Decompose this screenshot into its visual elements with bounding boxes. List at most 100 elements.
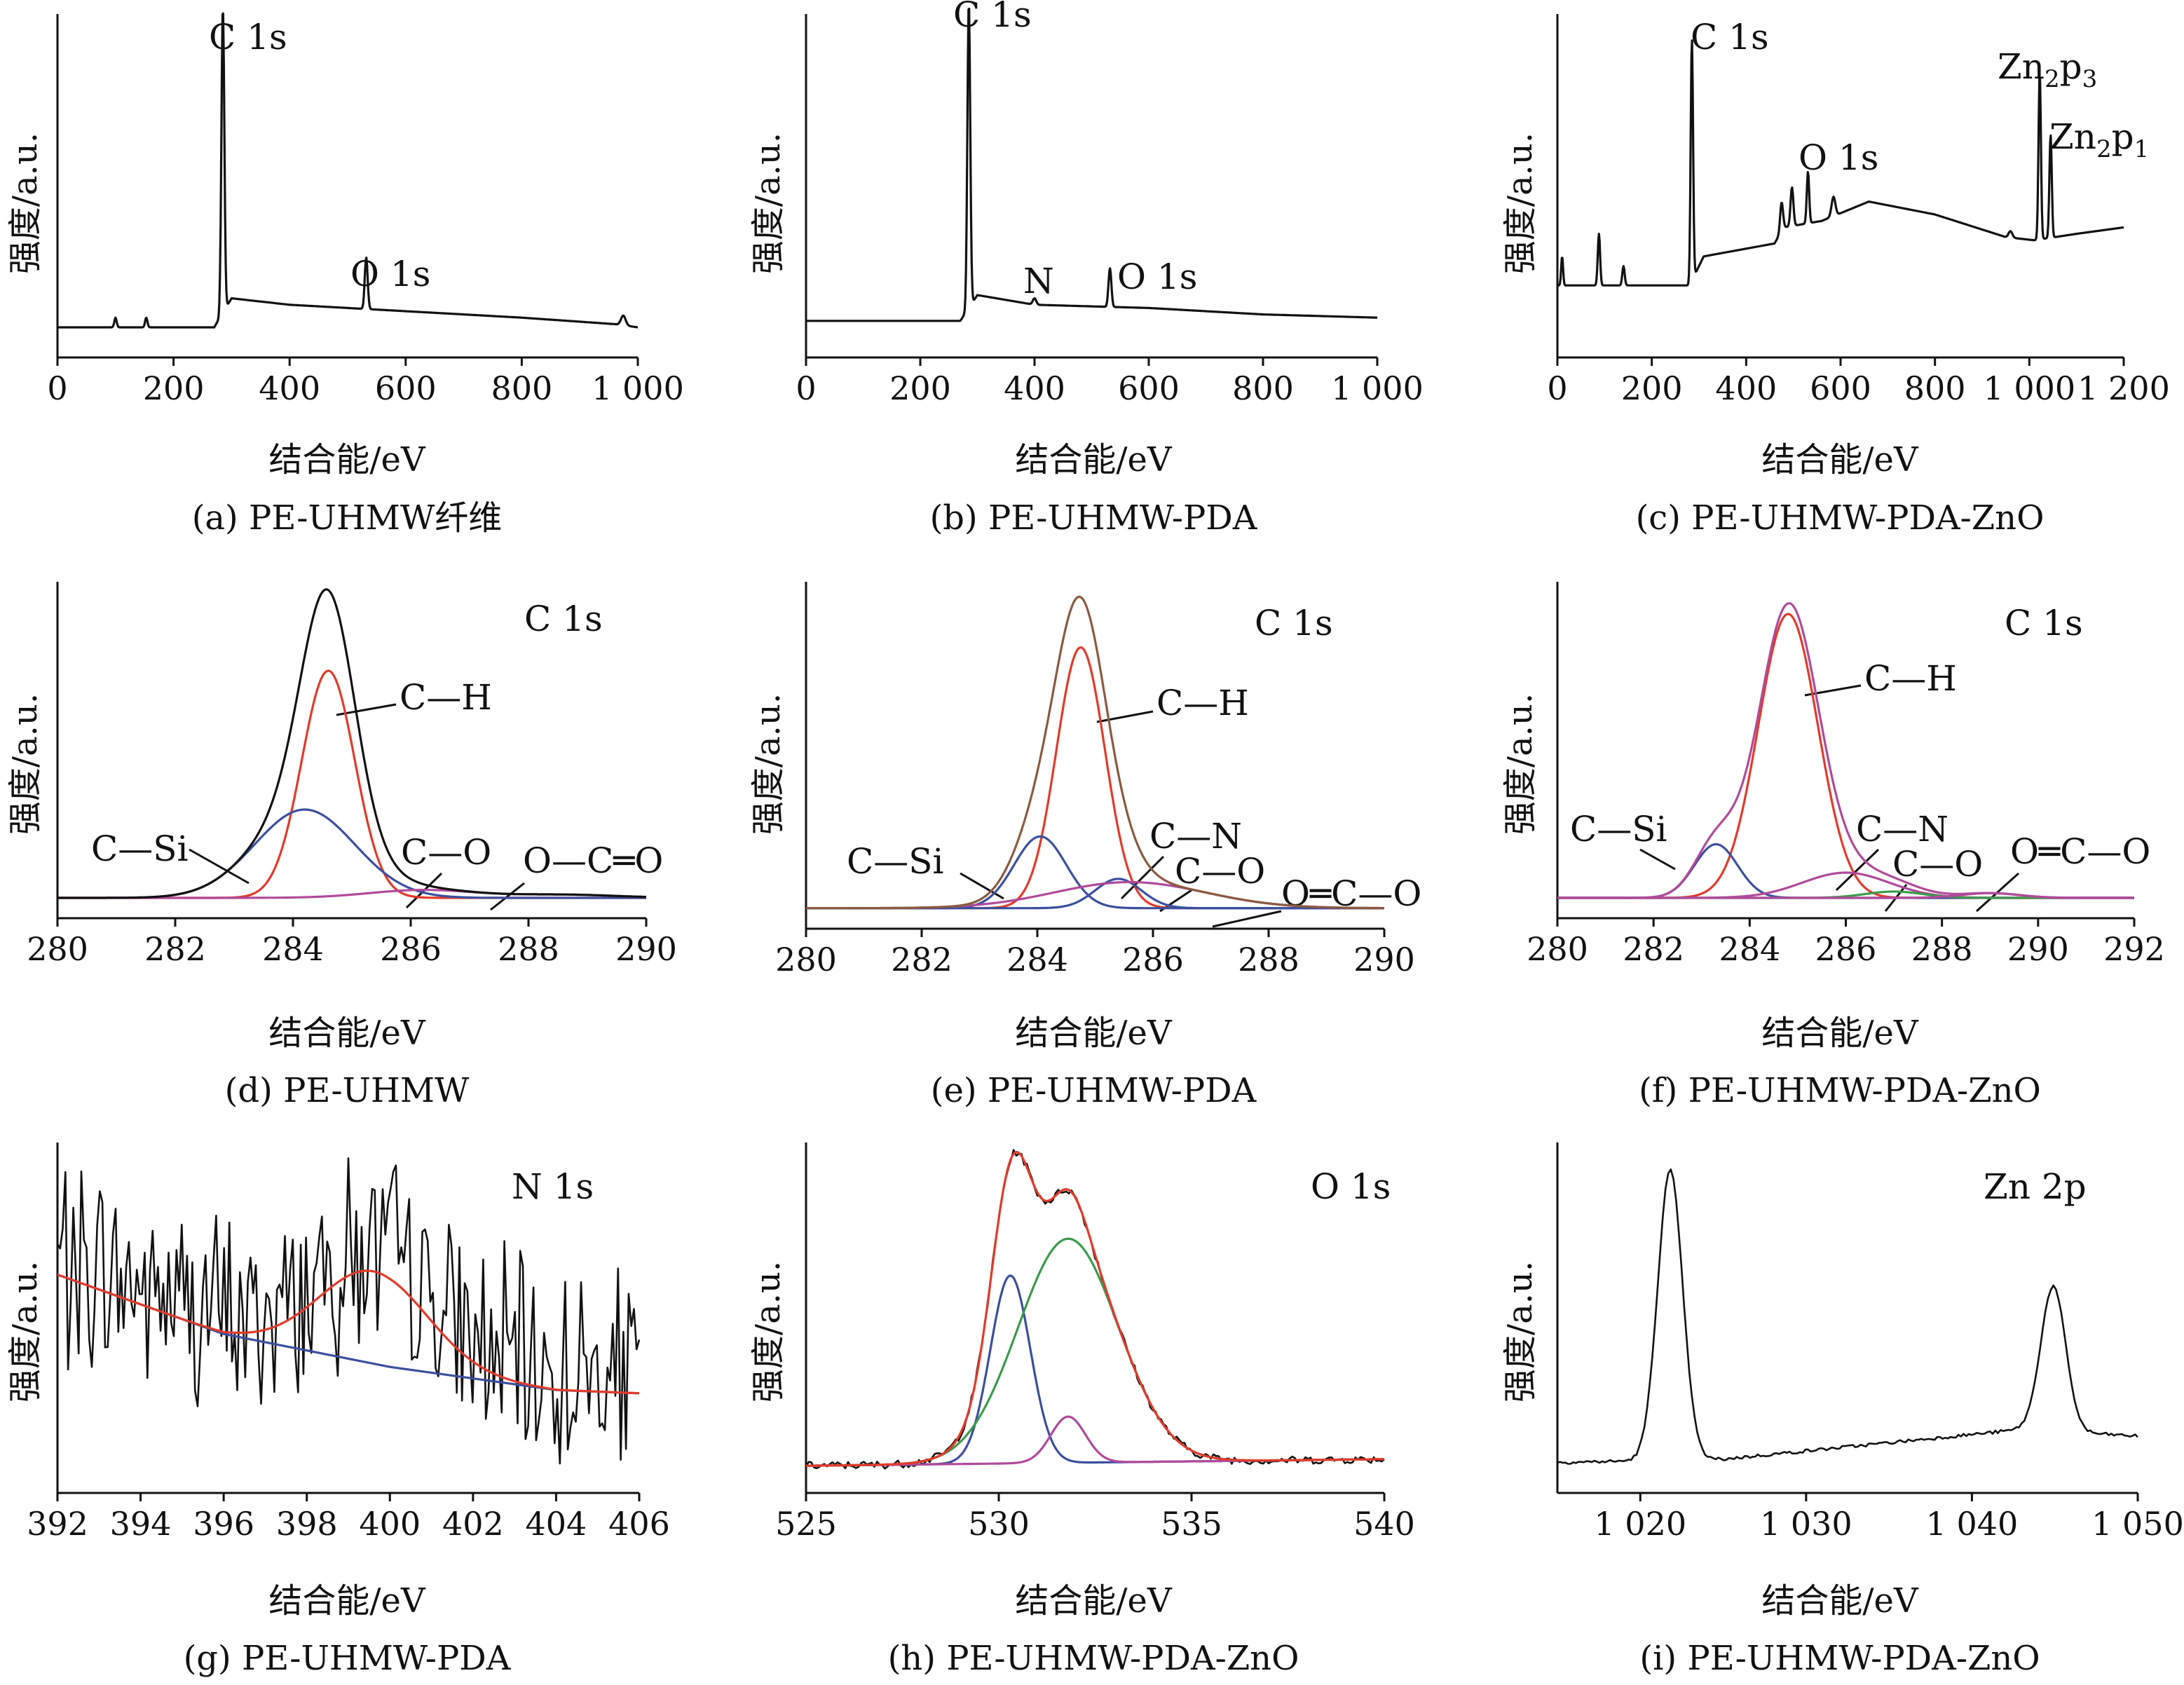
x-tick-label-f: 282 — [1623, 930, 1684, 968]
x-tick-label-d: 282 — [144, 930, 206, 968]
xlabel-g: 结合能/eV — [268, 1581, 426, 1621]
x-tick-label-d: 284 — [262, 930, 324, 968]
ylabel-f: 强度/a.u. — [1501, 693, 1540, 835]
series-f-5 — [1557, 602, 2135, 899]
caption-c: (c) PE-UHMW-PDA-ZnO — [1636, 498, 2045, 538]
annotation-a-c1s: C 1s — [209, 17, 287, 57]
xlabel-b: 结合能/eV — [1015, 440, 1173, 479]
xlabel-a: 结合能/eV — [268, 440, 426, 479]
x-tick-label-a: 400 — [259, 369, 320, 407]
x-tick-label-a: 200 — [143, 369, 205, 407]
panel-e: 强度/a.u. C 1s C—H C—Si C—N C—O O═C—O 结合能/… — [749, 603, 1421, 1110]
annotation-e-cn: C—N — [1149, 816, 1242, 857]
series-g-2 — [57, 1269, 640, 1395]
annotation-e-ch: C—H — [1156, 683, 1249, 723]
x-tick-label-d: 280 — [27, 930, 88, 968]
ylabel-a: 强度/a.u. — [6, 132, 45, 274]
series-g-0 — [56, 1157, 641, 1465]
annotation-h-o1s: O 1s — [1311, 1166, 1391, 1207]
leader-e-csi — [960, 872, 1004, 900]
annotation-e-c1s: C 1s — [1255, 603, 1333, 643]
annotation-c-zn2p1: Zn2p1 — [2049, 116, 2149, 163]
x-tick-label-i: 1 020 — [1594, 1505, 1686, 1543]
ylabel-g: 强度/a.u. — [6, 1261, 45, 1403]
x-tick-label-c: 0 — [1547, 369, 1567, 407]
xlabel-i: 结合能/eV — [1761, 1581, 1919, 1621]
series-f-2 — [1557, 871, 2135, 899]
series-h-1 — [805, 1274, 1385, 1467]
annotation-f-cn: C—N — [1856, 809, 1948, 850]
ylabel-c: 强度/a.u. — [1501, 132, 1540, 274]
annotation-d-c1s: C 1s — [524, 599, 603, 639]
panel-c: 强度/a.u. C 1s O 1s Zn2p3 Zn2p1 结合能/eV (c)… — [1501, 17, 2149, 538]
x-tick-label-b: 800 — [1232, 369, 1294, 407]
x-tick-label-c: 1 200 — [2077, 369, 2170, 407]
leader-e-cn — [1120, 855, 1165, 900]
x-tick-label-c: 400 — [1715, 369, 1777, 407]
x-tick-label-b: 1 000 — [1331, 369, 1424, 407]
plot-e: 280 282 284 286 288 290 — [775, 582, 1415, 978]
x-tick-label-a: 600 — [375, 369, 437, 407]
x-tick-label-d: 286 — [380, 930, 442, 968]
series-e-4 — [805, 595, 1385, 910]
x-tick-label-e: 290 — [1353, 941, 1415, 978]
plot-layer: 0 200 400 600 800 1 000 0 200 400 600 800 1 000 0 200… — [27, 7, 2184, 1543]
caption-g: (g) PE-UHMW-PDA — [184, 1639, 512, 1678]
x-tick-label-h: 540 — [1353, 1505, 1415, 1543]
ylabel-d: 强度/a.u. — [6, 693, 45, 835]
x-tick-label-i: 1 050 — [2091, 1505, 2184, 1543]
series-i-0 — [1557, 1168, 2138, 1465]
x-tick-label-f: 280 — [1527, 930, 1588, 968]
x-tick-label-h: 530 — [968, 1505, 1030, 1543]
caption-b: (b) PE-UHMW-PDA — [930, 498, 1258, 538]
series-h-4 — [805, 1151, 1385, 1467]
ylabel-b: 强度/a.u. — [749, 132, 788, 274]
annotation-c-c1s: C 1s — [1691, 17, 1769, 57]
annotation-b-o1s: O 1s — [1117, 257, 1197, 297]
annotation-c-zn2p3: Zn2p3 — [1998, 46, 2097, 93]
caption-f: (f) PE-UHMW-PDA-ZnO — [1639, 1071, 2041, 1110]
x-tick-label-a: 1 000 — [592, 369, 684, 407]
xlabel-h: 结合能/eV — [1015, 1581, 1173, 1621]
x-tick-label-f: 284 — [1719, 930, 1780, 968]
series-d-3 — [57, 588, 647, 899]
x-tick-label-f: 286 — [1815, 930, 1877, 968]
annotation-b-n: N — [1023, 261, 1054, 301]
ylabel-i: 强度/a.u. — [1501, 1261, 1540, 1403]
x-tick-label-c: 1 000 — [1983, 369, 2075, 407]
annotation-d-oco: O—C═O — [523, 840, 663, 881]
x-tick-label-b: 0 — [796, 369, 816, 407]
x-tick-label-e: 286 — [1122, 941, 1184, 978]
x-tick-label-c: 600 — [1810, 369, 1871, 407]
xlabel-d: 结合能/eV — [268, 1014, 426, 1053]
x-tick-label-f: 288 — [1911, 930, 1973, 968]
annotation-d-co: C—O — [401, 832, 491, 873]
annotation-f-csi: C—Si — [1570, 809, 1667, 850]
x-tick-label-b: 200 — [889, 369, 951, 407]
x-tick-label-f: 292 — [2103, 930, 2165, 968]
x-tick-label-g: 398 — [276, 1505, 338, 1543]
caption-d: (d) PE-UHMW — [225, 1071, 470, 1110]
panel-g: 强度/a.u. N 1s 结合能/eV (g) PE-UHMW-PDA — [6, 1166, 594, 1678]
xlabel-c: 结合能/eV — [1761, 440, 1919, 479]
annotation-f-oco: O═C—O — [2010, 831, 2150, 872]
panel-b: 强度/a.u. C 1s N O 1s 结合能/eV (b) PE-UHMW-P… — [749, 0, 1258, 538]
x-tick-label-e: 282 — [891, 941, 953, 978]
series-c-0 — [1557, 39, 2124, 287]
x-tick-label-e: 288 — [1238, 941, 1299, 978]
series-a-0 — [57, 12, 639, 329]
leader-f-cn — [1835, 848, 1880, 892]
plot-h: 525 530 535 540 — [775, 1142, 1415, 1543]
leader-d-oco — [490, 882, 525, 911]
ylabel-e: 强度/a.u. — [749, 693, 788, 835]
caption-a: (a) PE-UHMW纤维 — [192, 498, 503, 538]
xlabel-e: 结合能/eV — [1015, 1014, 1173, 1053]
x-tick-label-e: 280 — [775, 941, 837, 978]
x-tick-label-b: 600 — [1118, 369, 1180, 407]
plot-i: 1 020 1 030 1 040 1 050 — [1556, 1142, 2184, 1543]
leader-e-oco — [1212, 910, 1282, 928]
panel-d: 强度/a.u. C 1s C—H C—Si C—O O—C═O 结合能/eV (… — [6, 599, 663, 1110]
leader-f-csi — [1639, 848, 1676, 871]
x-tick-label-i: 1 040 — [1926, 1505, 2019, 1543]
